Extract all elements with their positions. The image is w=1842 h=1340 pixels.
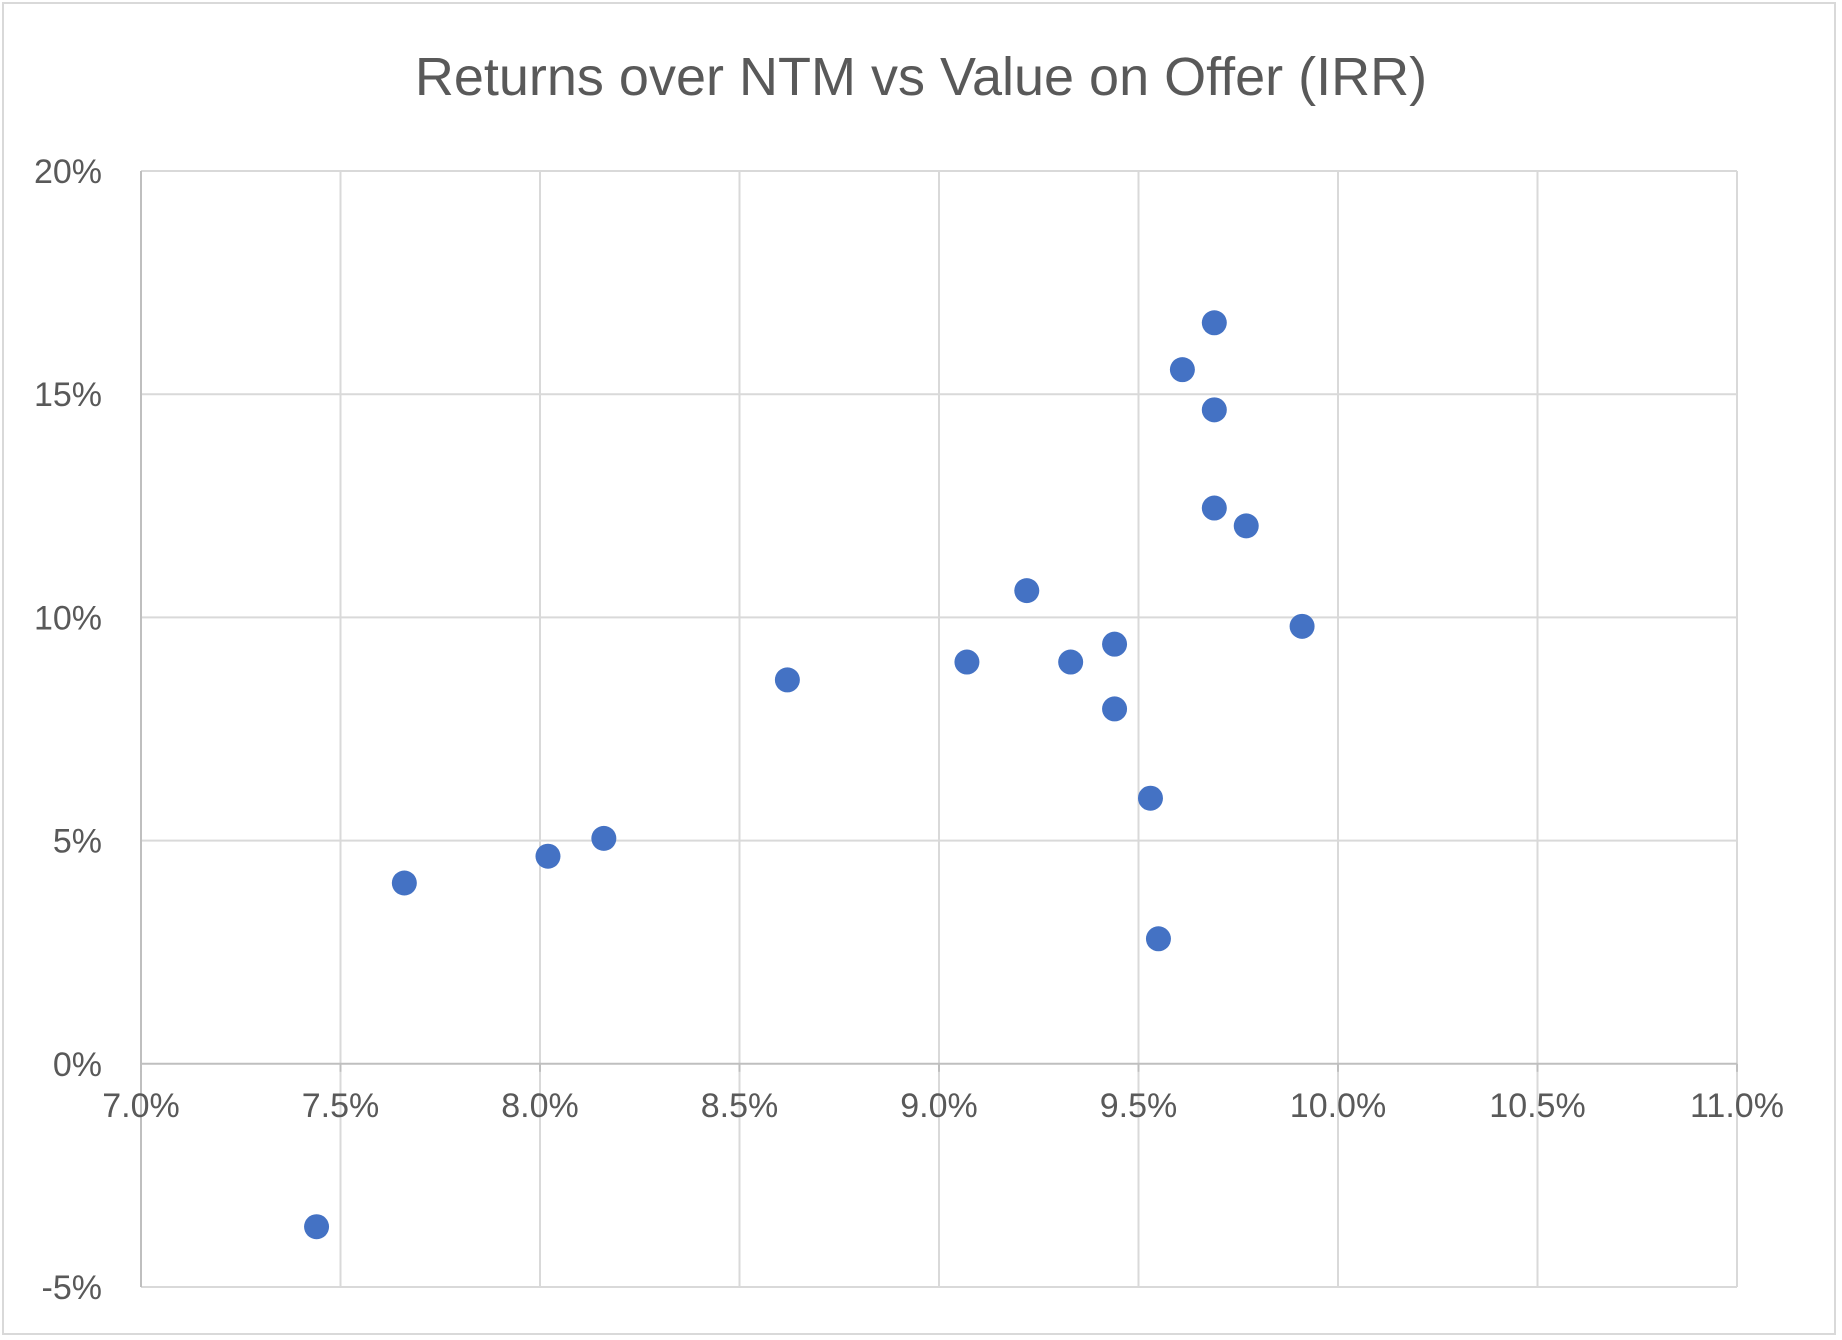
data-point [954, 649, 980, 675]
data-point [774, 667, 800, 693]
chart-title: Returns over NTM vs Value on Offer (IRR) [415, 47, 1427, 107]
data-point [1058, 649, 1084, 675]
data-point [535, 843, 561, 869]
x-tick-label: 9.5% [1100, 1087, 1178, 1125]
x-tick-label: 11.0% [1690, 1087, 1784, 1125]
data-point [1201, 495, 1227, 521]
data-point [1169, 357, 1195, 383]
y-tick-label: 15% [34, 376, 102, 414]
axes [140, 171, 1738, 1287]
y-tick-label: 0% [53, 1046, 102, 1084]
data-point [1289, 613, 1315, 639]
data-point [304, 1214, 330, 1240]
data-point [1014, 578, 1040, 604]
x-tick-label: 10.0% [1290, 1087, 1386, 1125]
x-tick-label: 7.0% [102, 1087, 180, 1125]
data-point [1233, 513, 1259, 539]
data-point [591, 825, 617, 851]
data-point [1102, 696, 1128, 722]
data-point [1137, 785, 1163, 811]
data-point [391, 870, 417, 896]
tick-labels: 7.0% 7.5% 8.0% 8.5% 9.0% 9.5% 10.0% 10.5% 11.0% -… [34, 153, 1784, 1307]
data-point [1102, 631, 1128, 657]
data-point [1201, 397, 1227, 423]
y-tick-label: 5% [53, 823, 102, 861]
y-tick-label: 20% [34, 153, 102, 191]
data-point [1145, 926, 1171, 952]
x-tick-label: 8.5% [701, 1087, 779, 1125]
x-tick-label: 7.5% [302, 1087, 380, 1125]
x-tick-label: 8.0% [501, 1087, 579, 1125]
y-tick-label: -5% [42, 1269, 102, 1307]
x-tick-label: 10.5% [1489, 1087, 1585, 1125]
y-tick-label: 10% [34, 599, 102, 637]
data-points [304, 310, 1315, 1240]
x-tick-label: 9.0% [900, 1087, 978, 1125]
data-point [1201, 310, 1227, 336]
